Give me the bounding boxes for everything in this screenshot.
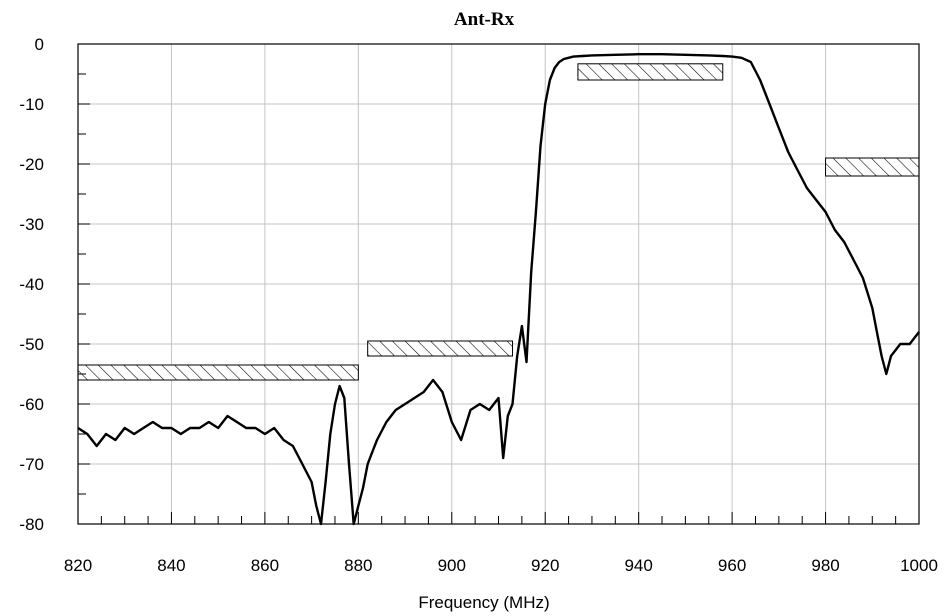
- y-tick-label: -60: [19, 395, 44, 414]
- spec-mask-box: [77, 364, 359, 381]
- y-tick-labels: 0 -10 -20 -30 -40 -50 -60 -70 -80: [19, 35, 44, 534]
- grid: [78, 44, 919, 524]
- y-tick-label: -10: [19, 95, 44, 114]
- x-tick-label: 1000: [900, 556, 938, 575]
- y-tick-label: -50: [19, 335, 44, 354]
- x-tick-label: 900: [438, 556, 466, 575]
- x-tick-label: 920: [531, 556, 559, 575]
- spec-mask-box: [577, 63, 724, 81]
- chart-title: Ant-Rx: [454, 9, 515, 30]
- x-tick-label: 820: [64, 556, 92, 575]
- x-tick-label: 980: [811, 556, 839, 575]
- y-tick-label: -30: [19, 215, 44, 234]
- series-line: [77, 53, 920, 526]
- x-tick-labels: 820 840 860 880 900 920 940 960 980 1000: [64, 556, 938, 575]
- y-tick-label: -70: [19, 455, 44, 474]
- x-tick-label: 840: [157, 556, 185, 575]
- axis-ticks: [77, 43, 920, 525]
- y-tick-label: -80: [19, 515, 44, 534]
- y-tick-label: -20: [19, 155, 44, 174]
- x-tick-label: 880: [344, 556, 372, 575]
- spec-boxes: [77, 63, 920, 381]
- x-tick-label: 940: [624, 556, 652, 575]
- x-tick-label: 860: [251, 556, 279, 575]
- y-tick-label: -40: [19, 275, 44, 294]
- y-tick-label: 0: [35, 35, 44, 54]
- x-axis-label: Frequency (MHz): [418, 593, 549, 612]
- x-tick-label: 960: [718, 556, 746, 575]
- spec-mask-box: [825, 157, 920, 177]
- spec-mask-box: [367, 340, 514, 357]
